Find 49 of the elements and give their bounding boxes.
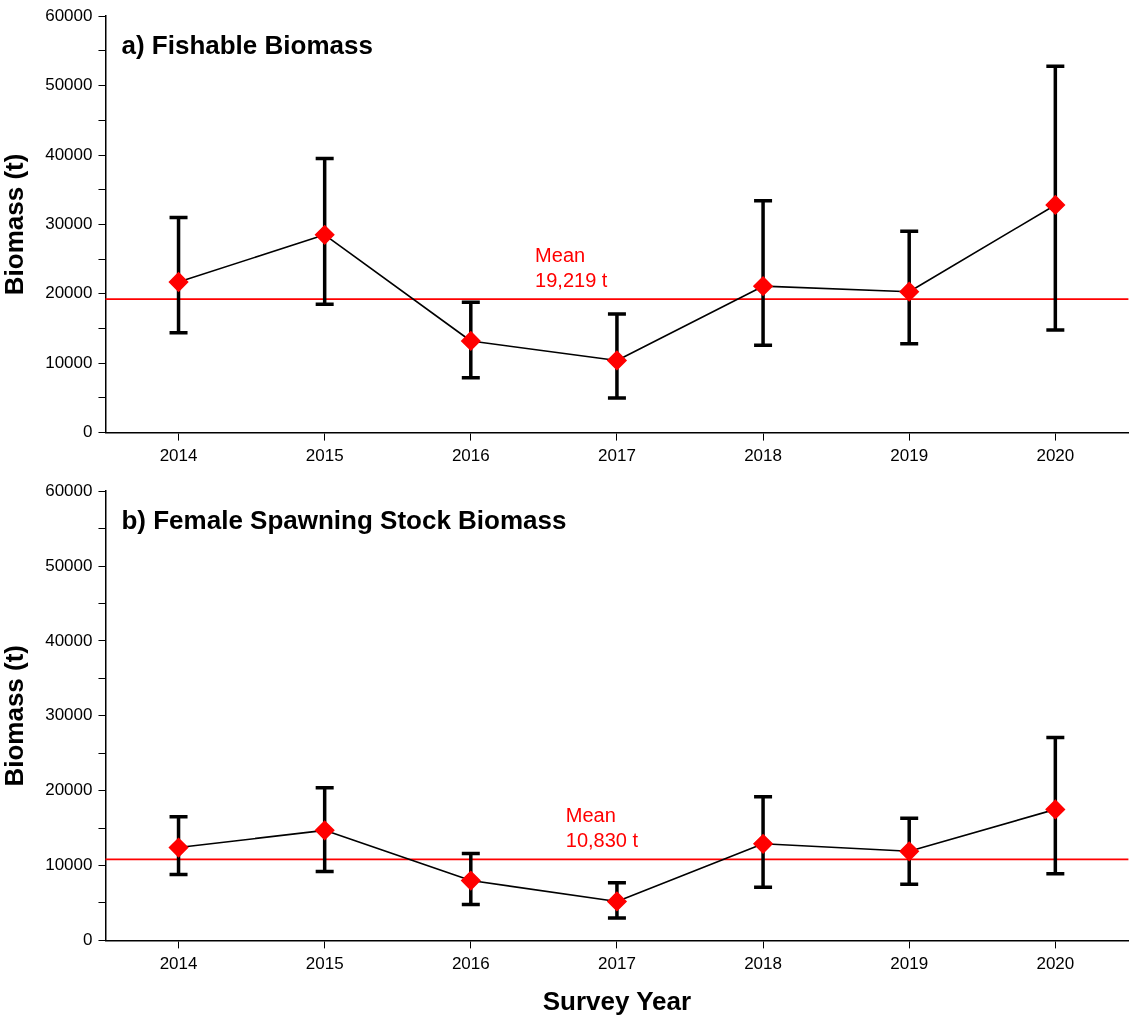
point	[314, 225, 335, 245]
point	[314, 820, 335, 841]
point	[1045, 799, 1066, 820]
point	[461, 870, 481, 891]
point	[1045, 195, 1066, 215]
x-tick-label: 2019	[890, 446, 929, 466]
x-tick-label: 2017	[598, 954, 636, 974]
x-tick-label: 2016	[451, 954, 490, 974]
y-tick-label: 40000	[45, 144, 93, 164]
y-tick-label: 0	[83, 930, 93, 950]
y-tick-label: 0	[83, 422, 93, 442]
x-tick-label: 2018	[744, 954, 782, 974]
y-tick-label: 30000	[45, 705, 93, 725]
y-tick-label: 10000	[45, 855, 93, 875]
point	[168, 837, 189, 858]
x-tick-label: 2015	[305, 954, 344, 974]
point	[168, 272, 189, 292]
y-tick-label: 10000	[45, 352, 93, 372]
x-tick-label: 2019	[890, 954, 929, 974]
point	[607, 891, 627, 912]
x-axis-title: Survey Year	[542, 985, 692, 1016]
y-axis-title: Biomass (t)	[0, 153, 29, 296]
ref-line-label: Mean 10,830 t	[565, 804, 639, 852]
y-tick-label: 50000	[45, 555, 93, 575]
x-tick-label: 2014	[159, 446, 198, 466]
text: b) Female Spawning Stock Biomass	[121, 505, 567, 536]
x-tick-label: 2017	[598, 446, 636, 466]
point	[753, 834, 773, 854]
x-tick-label: 2016	[451, 446, 490, 466]
x-tick-label: 2014	[159, 954, 198, 974]
x-tick-label: 2015	[305, 446, 344, 466]
point	[753, 276, 773, 296]
x-tick-label: 2020	[1036, 446, 1075, 466]
point	[899, 841, 919, 862]
y-tick-label: 60000	[45, 480, 93, 500]
y-tick-label: 20000	[45, 283, 93, 303]
y-tick-label: 30000	[45, 214, 93, 234]
x-tick-label: 2020	[1036, 954, 1075, 974]
y-tick-label: 50000	[45, 75, 93, 95]
y-axis-title: Biomass (t)	[0, 645, 29, 787]
y-tick-label: 20000	[45, 780, 93, 800]
point	[607, 350, 627, 371]
text: a) Fishable Biomass	[121, 30, 373, 61]
ref-line-label: Mean 19,219 t	[535, 244, 608, 292]
y-tick-label: 60000	[45, 5, 93, 25]
y-tick-label: 40000	[45, 630, 93, 650]
point	[899, 281, 919, 302]
point	[461, 331, 481, 351]
x-tick-label: 2018	[744, 446, 782, 466]
